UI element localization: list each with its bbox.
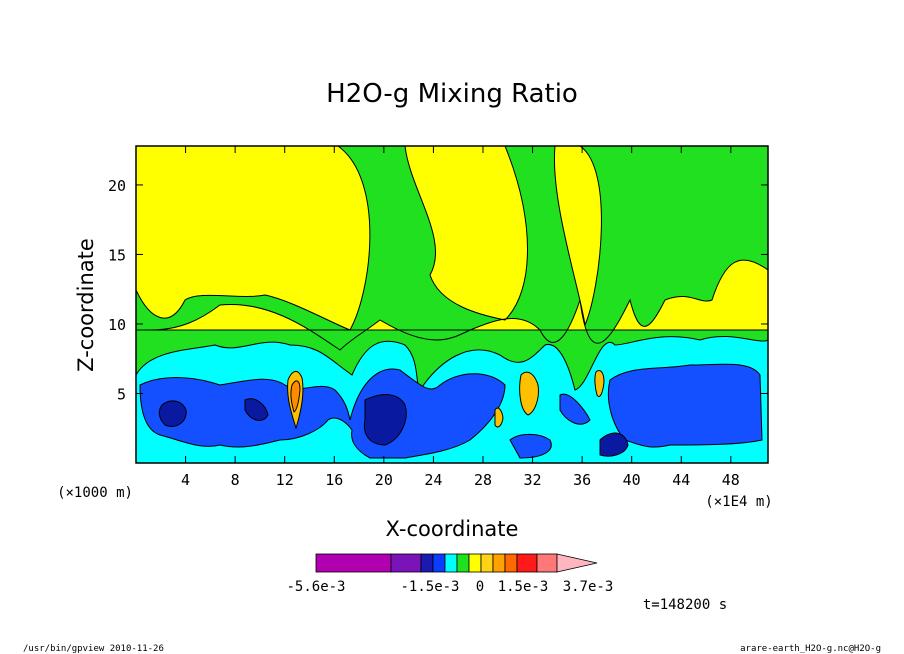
colorbar-segment [536, 553, 558, 573]
colorbar-segment [390, 553, 422, 573]
colorbar-label: -5.6e-3 [286, 579, 345, 595]
x-tick-label: 24 [424, 471, 442, 489]
colorbar-segment [516, 553, 538, 573]
colorbar-label: -1.5e-3 [400, 579, 459, 595]
y-tick-label: 15 [108, 246, 126, 264]
colorbar-segment [420, 553, 434, 573]
colorbar-label: 0 [476, 579, 484, 595]
x-axis-label: X-coordinate [386, 517, 519, 541]
colorbar [315, 553, 598, 573]
x-tick-label: 12 [276, 471, 294, 489]
colorbar-label: 3.7e-3 [563, 579, 614, 595]
x-tick-label: 44 [672, 471, 690, 489]
x-tick-label: 4 [181, 471, 190, 489]
footer-left: /usr/bin/gpview 2010-11-26 [23, 644, 164, 654]
x-tick-label: 8 [231, 471, 240, 489]
field-blue-region [139, 363, 763, 459]
x-tick-label: 16 [325, 471, 343, 489]
y-axis-ticks: 5 10 15 20 [108, 177, 768, 403]
x-tick-label: 48 [722, 471, 740, 489]
colorbar-segment [492, 553, 506, 573]
contour-field [136, 146, 768, 463]
colorbar-segment [504, 553, 518, 573]
field-darkblue-region [158, 394, 629, 457]
colorbar-segment [480, 553, 494, 573]
colorbar-segment [468, 553, 482, 573]
x-tick-label: 32 [524, 471, 542, 489]
colorbar-label: 1.5e-3 [498, 579, 549, 595]
x-axis-ticks: 4 8 12 16 20 24 28 32 36 40 44 48 [181, 146, 740, 489]
colorbar-segment [315, 553, 392, 573]
colorbar-labels: -5.6e-3 -1.5e-3 0 1.5e-3 3.7e-3 [286, 579, 613, 595]
colorbar-arrow [556, 553, 598, 573]
x-unit-left: (×1000 m) [57, 485, 133, 501]
time-stamp: t=148200 s [643, 597, 727, 613]
y-tick-label: 5 [117, 385, 126, 403]
x-tick-label: 28 [474, 471, 492, 489]
chart-title: H2O-g Mixing Ratio [326, 79, 578, 109]
colorbar-segment [432, 553, 446, 573]
colorbar-segment [444, 553, 458, 573]
field-orange-region [287, 369, 605, 430]
y-tick-label: 20 [108, 177, 126, 195]
x-tick-label: 40 [623, 471, 641, 489]
field-deeporange-region [290, 380, 301, 413]
footer-right: arare-earth_H2O-g.nc@H2O-g [740, 644, 881, 654]
x-unit-right: (×1E4 m) [705, 494, 772, 510]
y-tick-label: 10 [108, 316, 126, 334]
x-tick-label: 20 [375, 471, 393, 489]
y-axis-label: Z-coordinate [74, 238, 98, 372]
plot-frame [135, 145, 769, 464]
colorbar-segment [456, 553, 470, 573]
x-tick-label: 36 [573, 471, 591, 489]
